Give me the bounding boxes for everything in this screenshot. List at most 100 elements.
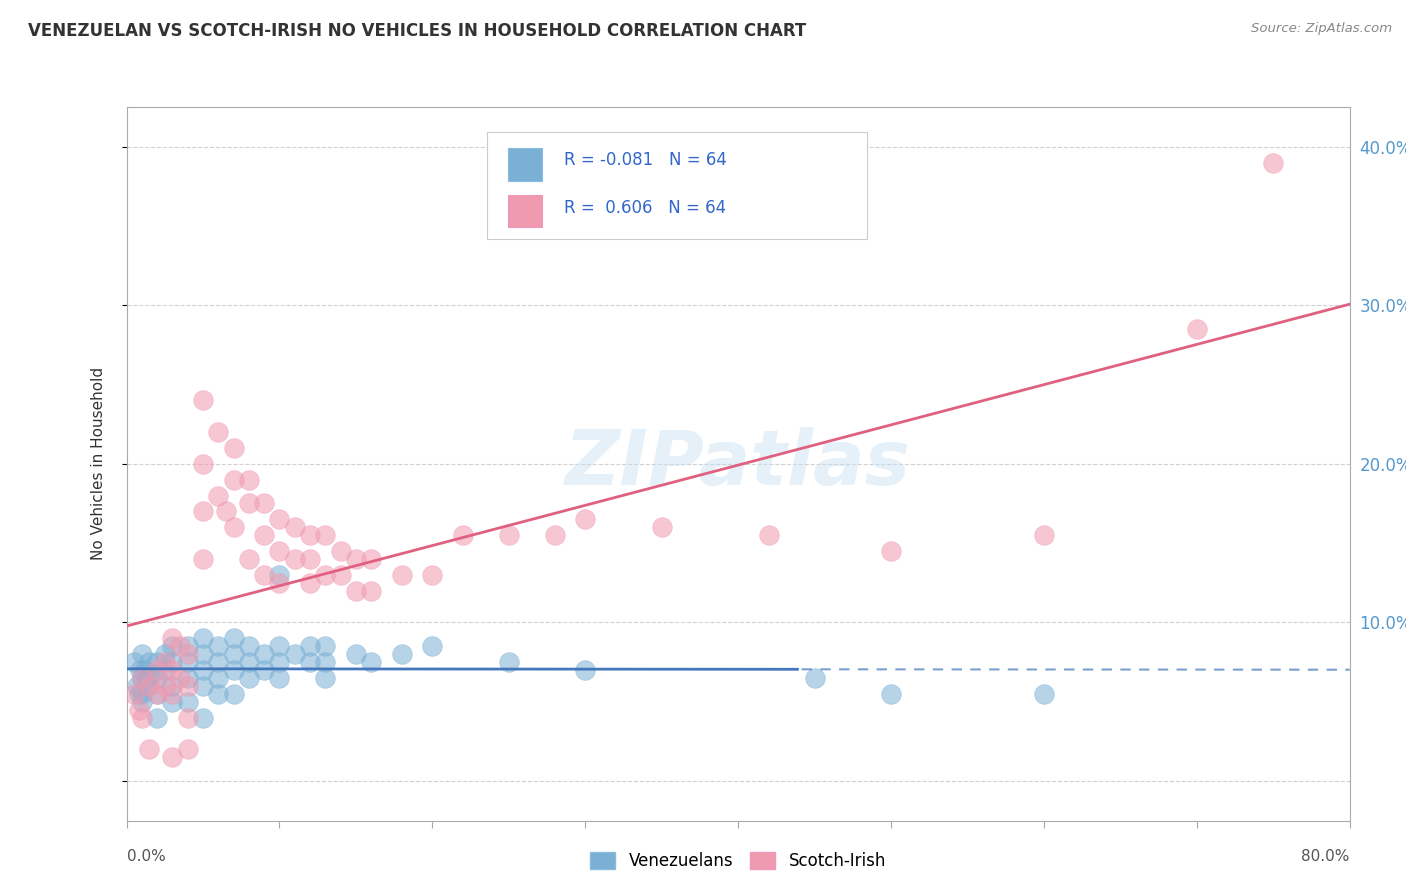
Point <box>131 710 153 724</box>
Point <box>880 544 903 558</box>
Point <box>269 639 291 653</box>
Point <box>191 504 214 518</box>
Point <box>299 552 322 566</box>
Point <box>1263 155 1285 169</box>
Point <box>329 544 352 558</box>
Point <box>191 632 214 646</box>
Point <box>253 528 276 542</box>
Point <box>162 679 184 693</box>
Text: VENEZUELAN VS SCOTCH-IRISH NO VEHICLES IN HOUSEHOLD CORRELATION CHART: VENEZUELAN VS SCOTCH-IRISH NO VEHICLES I… <box>28 22 807 40</box>
Point <box>422 639 444 653</box>
Point <box>222 632 245 646</box>
Point <box>238 671 260 685</box>
Point <box>451 528 474 542</box>
Point <box>146 710 169 724</box>
Point <box>153 655 176 669</box>
Point <box>253 647 276 661</box>
Point <box>128 687 150 701</box>
Point <box>146 663 169 677</box>
FancyBboxPatch shape <box>508 195 543 227</box>
Point <box>177 671 200 685</box>
Point <box>391 647 413 661</box>
Point <box>191 663 214 677</box>
Point <box>122 655 145 669</box>
Point <box>162 687 184 701</box>
Point <box>1033 528 1056 542</box>
Point <box>122 687 145 701</box>
Point <box>131 671 153 685</box>
Point <box>177 742 200 756</box>
Point <box>207 639 229 653</box>
Point <box>138 671 160 685</box>
Point <box>131 647 153 661</box>
Point <box>253 496 276 510</box>
Point <box>253 663 276 677</box>
Point <box>360 583 382 598</box>
Text: R =  0.606   N = 64: R = 0.606 N = 64 <box>564 199 727 217</box>
Legend: Venezuelans, Scotch-Irish: Venezuelans, Scotch-Irish <box>583 845 893 877</box>
Point <box>299 575 322 590</box>
Point <box>127 679 149 693</box>
Text: R = -0.081   N = 64: R = -0.081 N = 64 <box>564 151 727 169</box>
Point <box>222 687 245 701</box>
Y-axis label: No Vehicles in Household: No Vehicles in Household <box>91 368 105 560</box>
Point <box>215 504 238 518</box>
Point <box>207 687 229 701</box>
Point <box>284 520 307 534</box>
Point <box>162 632 184 646</box>
Point <box>238 552 260 566</box>
Point <box>314 655 336 669</box>
Point <box>284 647 307 661</box>
Text: 0.0%: 0.0% <box>127 849 166 864</box>
Point <box>314 671 336 685</box>
Point <box>422 567 444 582</box>
Point <box>207 425 229 439</box>
Point <box>162 750 184 764</box>
Point <box>574 512 596 526</box>
Point <box>207 671 229 685</box>
Point <box>803 671 825 685</box>
Point <box>314 567 336 582</box>
Point <box>1185 322 1208 336</box>
Point <box>344 552 367 566</box>
Point <box>146 687 169 701</box>
Point <box>146 687 169 701</box>
Point <box>169 671 191 685</box>
Point <box>222 520 245 534</box>
Point <box>344 647 367 661</box>
Point <box>129 663 152 677</box>
Point <box>162 663 184 677</box>
Point <box>269 671 291 685</box>
Point <box>344 583 367 598</box>
Point <box>314 528 336 542</box>
Point <box>191 679 214 693</box>
Point <box>360 552 382 566</box>
Point <box>146 655 169 669</box>
Point <box>207 655 229 669</box>
Point <box>207 489 229 503</box>
Point <box>169 639 191 653</box>
Point <box>574 663 596 677</box>
Point <box>269 512 291 526</box>
Point <box>138 679 160 693</box>
Point <box>191 647 214 661</box>
Point <box>299 655 322 669</box>
Point <box>177 647 200 661</box>
Point <box>128 703 150 717</box>
Point <box>299 639 322 653</box>
Point <box>284 552 307 566</box>
Point <box>269 655 291 669</box>
Point <box>498 528 520 542</box>
Point <box>222 663 245 677</box>
Point <box>299 528 322 542</box>
Point <box>222 441 245 455</box>
Point <box>153 663 176 677</box>
Point <box>131 671 153 685</box>
Point <box>329 567 352 582</box>
Point <box>238 639 260 653</box>
Point <box>162 655 184 669</box>
Point <box>222 473 245 487</box>
Point <box>314 639 336 653</box>
Point <box>391 567 413 582</box>
Point <box>177 695 200 709</box>
